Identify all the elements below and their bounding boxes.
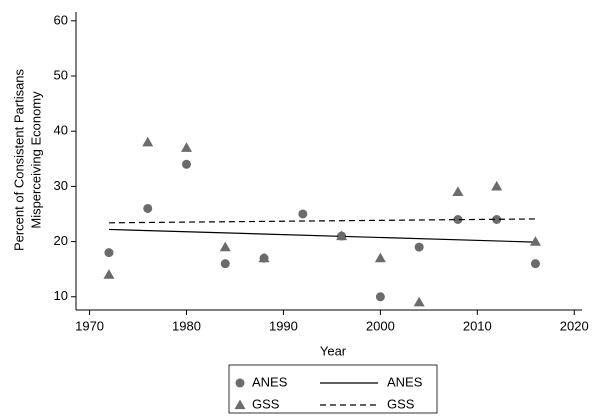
triangle-marker bbox=[452, 186, 464, 197]
x-tick-label: 2010 bbox=[463, 318, 492, 333]
y-tick-label: 60 bbox=[54, 12, 68, 27]
x-tick-label: 2000 bbox=[366, 318, 395, 333]
legend-label: ANES bbox=[387, 374, 423, 389]
triangle-marker bbox=[491, 180, 503, 191]
legend-label: GSS bbox=[387, 396, 415, 411]
circle-marker bbox=[143, 203, 153, 213]
triangle-marker bbox=[258, 252, 270, 263]
legend-marker bbox=[234, 399, 246, 410]
circle-marker bbox=[414, 242, 424, 252]
circle-marker bbox=[104, 248, 114, 258]
y-axis-label: Misperceiving Economy bbox=[28, 91, 43, 229]
triangle-marker bbox=[413, 296, 425, 307]
circle-marker bbox=[530, 259, 540, 269]
circle-marker bbox=[492, 214, 502, 224]
legend-box bbox=[228, 364, 438, 414]
x-tick-label: 1970 bbox=[75, 318, 104, 333]
fit-line bbox=[108, 218, 536, 224]
y-axis-label: Percent of Consistent Partisans bbox=[11, 68, 26, 251]
circle-marker bbox=[182, 159, 192, 169]
triangle-marker bbox=[374, 252, 386, 263]
x-tick-label: 2020 bbox=[560, 318, 589, 333]
x-tick-label: 1990 bbox=[269, 318, 298, 333]
circle-marker bbox=[220, 259, 230, 269]
legend-label: ANES bbox=[252, 374, 288, 389]
y-tick-label: 50 bbox=[54, 67, 68, 82]
y-tick-label: 40 bbox=[54, 123, 68, 138]
y-tick-label: 10 bbox=[54, 288, 68, 303]
circle-marker bbox=[375, 292, 385, 302]
legend-label: GSS bbox=[252, 396, 280, 411]
circle-marker bbox=[298, 209, 308, 219]
circle-marker bbox=[453, 214, 463, 224]
triangle-marker bbox=[103, 269, 115, 279]
triangle-marker bbox=[142, 136, 154, 147]
fit-line bbox=[108, 228, 536, 243]
legend-marker bbox=[235, 378, 245, 388]
x-tick-label: 1980 bbox=[172, 318, 201, 333]
x-axis-label: Year bbox=[320, 343, 347, 358]
triangle-marker bbox=[219, 241, 231, 252]
triangle-marker bbox=[529, 236, 541, 246]
y-tick-label: 30 bbox=[54, 178, 68, 193]
y-tick-label: 20 bbox=[54, 233, 68, 248]
triangle-marker bbox=[336, 230, 348, 241]
triangle-marker bbox=[181, 142, 193, 152]
